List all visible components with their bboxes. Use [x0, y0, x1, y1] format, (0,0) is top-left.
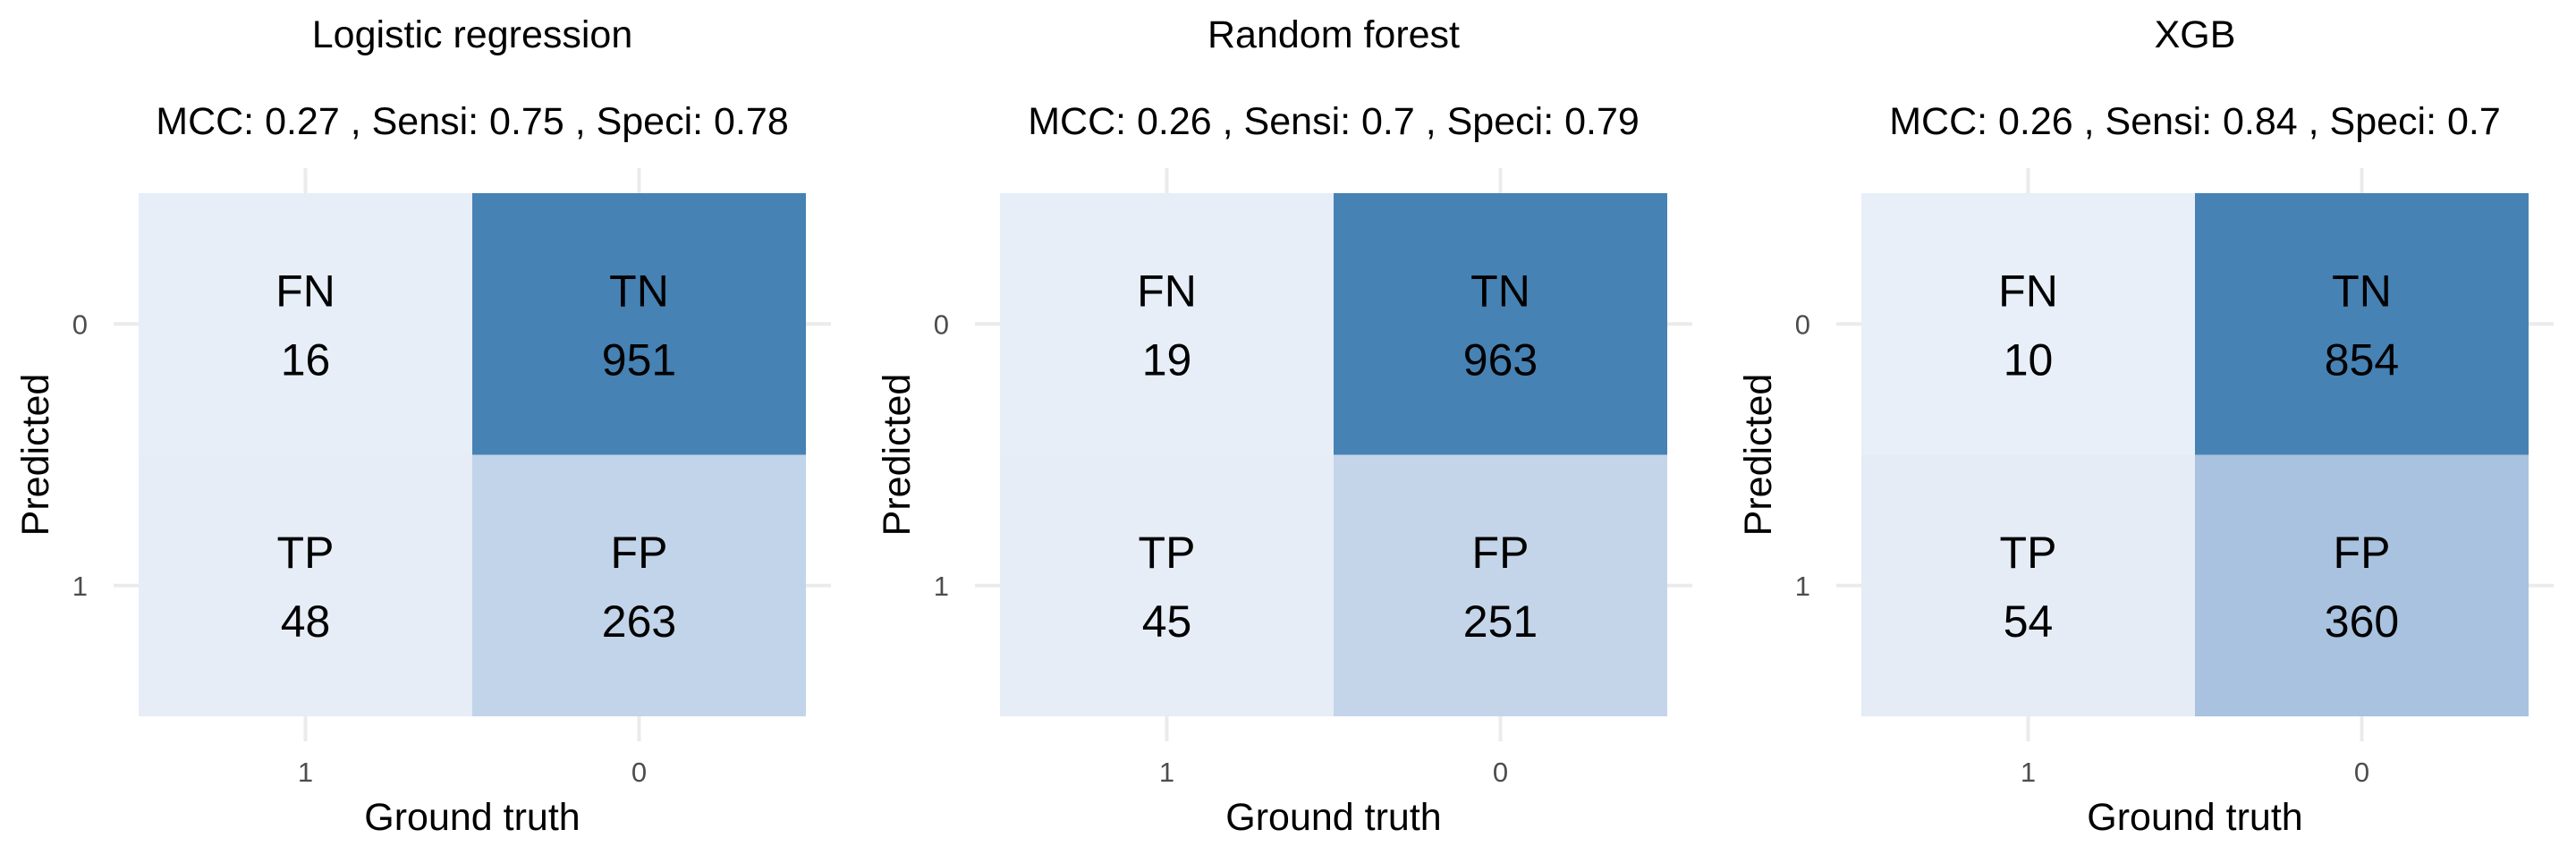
cell-label-fp: FP [2334, 528, 2391, 578]
cell-label-fn: FN [275, 266, 335, 316]
y-tick-label: 1 [72, 571, 88, 602]
cell-label-fp: FP [1472, 528, 1530, 578]
heatmap-cell-fn [139, 193, 472, 455]
cell-label-tn: TN [1470, 266, 1530, 316]
cell-label-tp: TP [2000, 528, 2057, 578]
chart-title: XGB [2155, 13, 2236, 56]
y-tick-label: 0 [934, 309, 949, 340]
x-tick-label: 1 [298, 757, 313, 788]
y-tick-label: 1 [934, 571, 949, 602]
cell-value-fp: 263 [602, 596, 676, 647]
heatmap-cell-tp [139, 454, 472, 716]
cell-value-fn: 10 [2004, 334, 2054, 385]
heatmap-cell-tn [472, 193, 806, 455]
cell-label-fn: FN [1137, 266, 1197, 316]
cell-value-tn: 963 [1463, 334, 1538, 385]
heatmap-cell-tp [1000, 454, 1334, 716]
cell-label-tn: TN [609, 266, 669, 316]
x-axis-label: Ground truth [364, 796, 580, 839]
y-axis-label: Predicted [1737, 374, 1780, 537]
cell-value-tn: 951 [602, 334, 676, 385]
heatmap-cell-tp [1861, 454, 2195, 716]
y-tick-label: 0 [72, 309, 88, 340]
heatmap-cell-fn [1000, 193, 1334, 455]
cell-value-fp: 360 [2325, 596, 2399, 647]
chart-title: Logistic regression [312, 13, 633, 56]
heatmap-cell-tn [2195, 193, 2529, 455]
chart-panel-1: FN 16 TN 951 TP 48 FP 263 Logistic regression MCC… [14, 13, 831, 839]
cell-label-tn: TN [2332, 266, 2392, 316]
cell-label-fp: FP [611, 528, 668, 578]
cell-value-fn: 16 [281, 334, 331, 385]
cell-value-fn: 19 [1142, 334, 1192, 385]
heatmap-cell-fp [2195, 454, 2529, 716]
x-tick-label: 0 [631, 757, 647, 788]
y-tick-label: 1 [1795, 571, 1810, 602]
cell-label-tp: TP [277, 528, 335, 578]
x-tick-label: 0 [1493, 757, 1508, 788]
cell-value-tn: 854 [2325, 334, 2399, 385]
y-axis-label: Predicted [876, 374, 919, 537]
x-axis-label: Ground truth [2087, 796, 2302, 839]
chart-subtitle: MCC: 0.27 , Sensi: 0.75 , Speci: 0.78 [156, 100, 788, 143]
heatmap-cell-fn [1861, 193, 2195, 455]
heatmap-cell-fp [1334, 454, 1667, 716]
heatmap-cell-fp [472, 454, 806, 716]
chart-panel-2: FN 19 TN 963 TP 45 FP 251 Random forest MCC: 0.26… [876, 13, 1692, 839]
chart-subtitle: MCC: 0.26 , Sensi: 0.7 , Speci: 0.79 [1028, 100, 1640, 143]
heatmap-cell-tn [1334, 193, 1667, 455]
cell-value-fp: 251 [1463, 596, 1538, 647]
x-tick-label: 1 [2021, 757, 2036, 788]
cell-value-tp: 54 [2004, 596, 2054, 647]
cell-label-tp: TP [1139, 528, 1196, 578]
cell-label-fn: FN [1998, 266, 2058, 316]
cell-value-tp: 45 [1142, 596, 1192, 647]
chart-subtitle: MCC: 0.26 , Sensi: 0.84 , Speci: 0.7 [1889, 100, 2501, 143]
y-axis-label: Predicted [14, 374, 57, 537]
x-axis-label: Ground truth [1225, 796, 1441, 839]
chart-title: Random forest [1208, 13, 1460, 56]
cell-value-tp: 48 [281, 596, 331, 647]
x-tick-label: 0 [2354, 757, 2369, 788]
x-tick-label: 1 [1159, 757, 1174, 788]
y-tick-label: 0 [1795, 309, 1810, 340]
